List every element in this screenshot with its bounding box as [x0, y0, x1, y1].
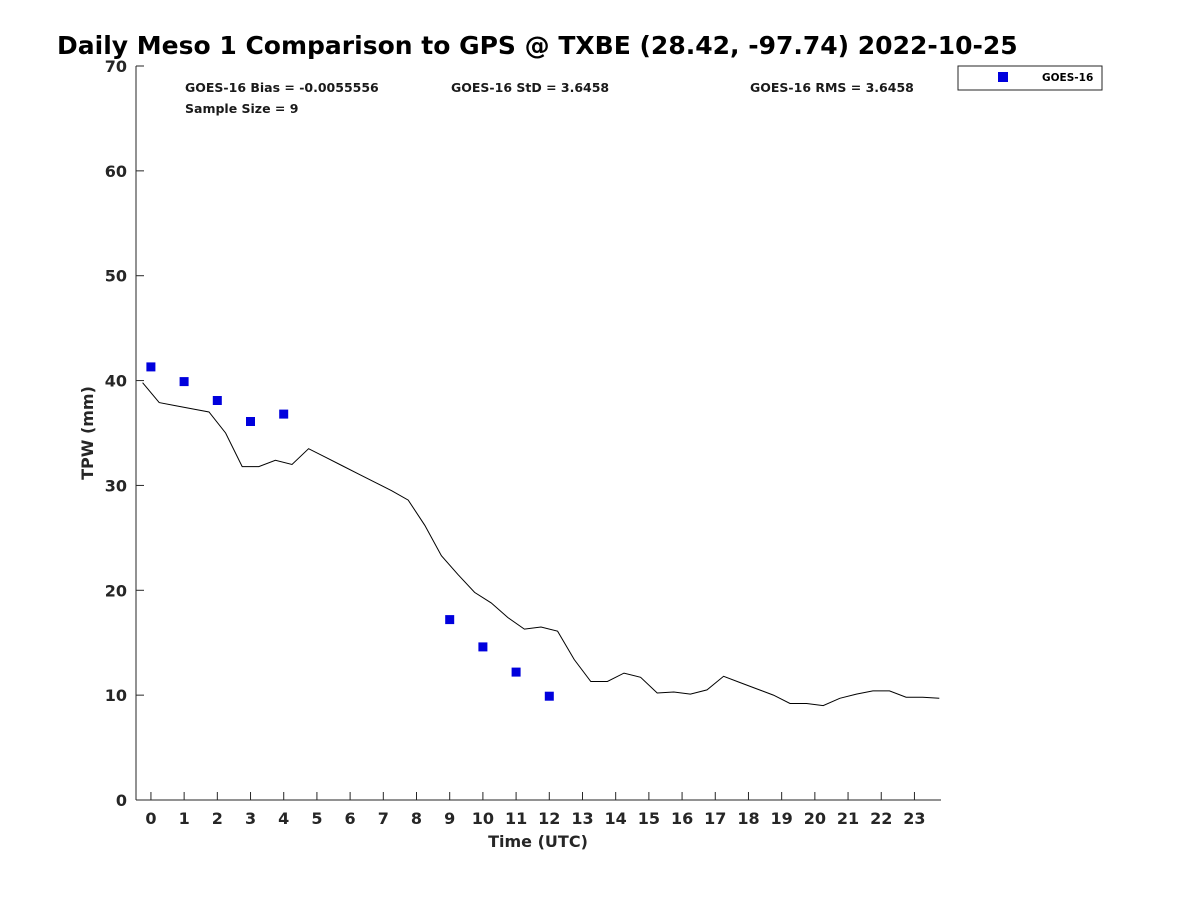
legend-label-goes16: GOES-16 [1042, 72, 1093, 84]
y-tick-label: 50 [105, 267, 127, 286]
goes16-point [246, 417, 255, 426]
x-tick-label: 8 [411, 809, 422, 828]
x-tick-label: 5 [311, 809, 322, 828]
x-tick-label: 11 [505, 809, 527, 828]
x-tick-label: 12 [538, 809, 560, 828]
x-tick-label: 1 [179, 809, 190, 828]
y-tick-label: 0 [116, 791, 127, 810]
y-tick-label: 10 [105, 686, 127, 705]
x-tick-label: 16 [671, 809, 693, 828]
x-tick-label: 21 [837, 809, 859, 828]
y-tick-label: 70 [105, 57, 127, 76]
y-tick-label: 60 [105, 162, 127, 181]
x-tick-label: 23 [903, 809, 925, 828]
x-tick-label: 22 [870, 809, 892, 828]
y-tick-label: 40 [105, 372, 127, 391]
x-tick-label: 20 [804, 809, 826, 828]
y-ticks: 0 10 20 30 40 50 60 70 [105, 57, 144, 810]
x-tick-label: 17 [704, 809, 726, 828]
x-tick-label: 6 [345, 809, 356, 828]
x-tick-label: 19 [771, 809, 793, 828]
y-tick-label: 30 [105, 476, 127, 495]
legend-marker-goes16 [998, 72, 1008, 82]
goes16-point [511, 667, 521, 677]
x-tick-label: 14 [605, 809, 627, 828]
goes16-point [179, 377, 189, 387]
goes16-point [146, 362, 156, 372]
x-tick-label: 0 [145, 809, 156, 828]
stat-rms: GOES-16 RMS = 3.6458 [750, 80, 914, 95]
goes16-point [279, 409, 289, 419]
legend: GOES-16 [957, 65, 1103, 91]
x-ticks: 0 1 2 3 4 5 6 7 8 9 10 11 12 13 14 15 16 17 18 19 20 21 22 23 [145, 792, 926, 828]
y-axis-label: TPW (mm) [78, 386, 97, 480]
x-tick-label: 15 [638, 809, 660, 828]
gps-tpw-line [142, 382, 940, 707]
x-tick-label: 18 [737, 809, 759, 828]
stat-bias: GOES-16 Bias = -0.0055556 [185, 80, 379, 95]
x-tick-label: 3 [245, 809, 256, 828]
x-tick-label: 4 [278, 809, 289, 828]
x-tick-label: 7 [378, 809, 389, 828]
y-tick-label: 20 [105, 581, 127, 600]
axes [135, 66, 941, 801]
x-tick-label: 9 [444, 809, 455, 828]
x-tick-label: 10 [472, 809, 494, 828]
stat-std: GOES-16 StD = 3.6458 [451, 80, 609, 95]
legend-box [957, 65, 1103, 91]
series-layer [142, 362, 940, 707]
stats-annotations: GOES-16 Bias = -0.0055556 GOES-16 StD = … [185, 80, 914, 116]
chart-title: Daily Meso 1 Comparison to GPS @ TXBE (2… [57, 31, 1018, 60]
x-axis-label: Time (UTC) [488, 832, 588, 851]
x-tick-label: 13 [571, 809, 593, 828]
goes16-point [445, 615, 455, 625]
goes16-point [544, 691, 554, 701]
goes16-point [212, 396, 222, 405]
stat-sample-size: Sample Size = 9 [185, 101, 298, 116]
goes16-point [478, 642, 488, 652]
x-tick-label: 2 [212, 809, 223, 828]
